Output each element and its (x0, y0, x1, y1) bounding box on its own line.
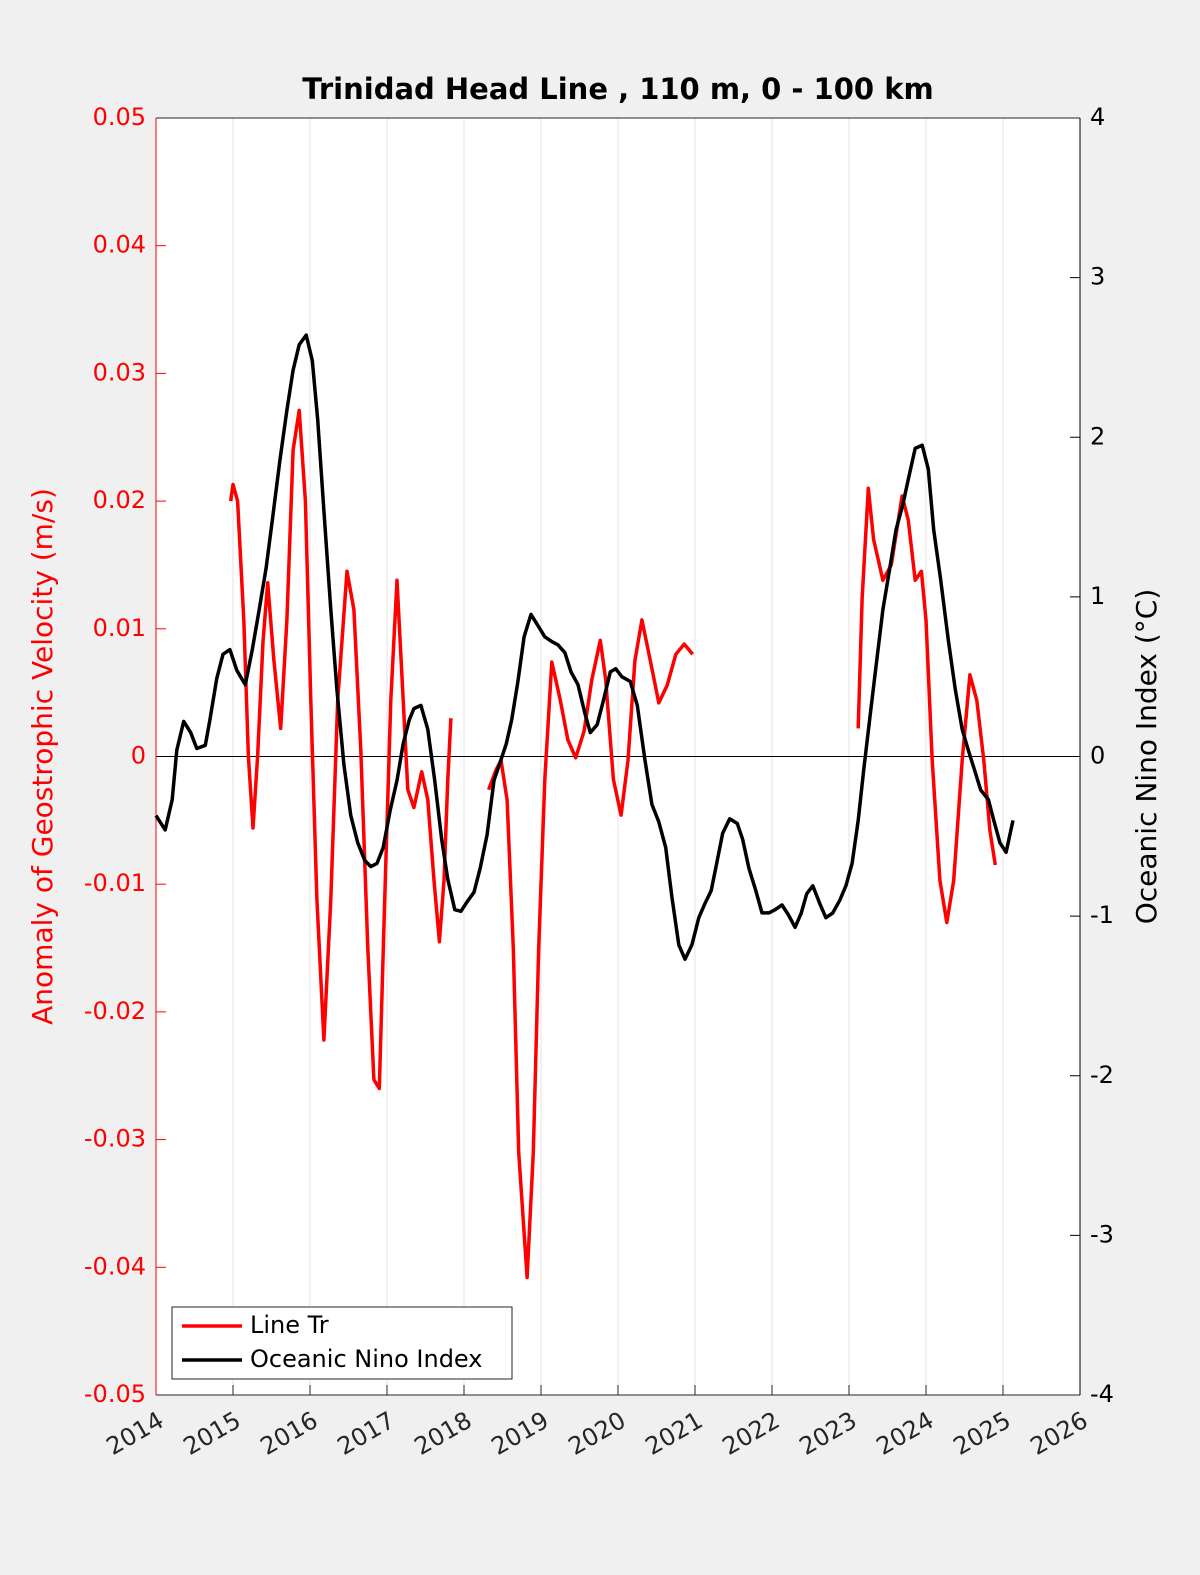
x-tick-label: 2018 (410, 1406, 477, 1461)
y2-tick-label: 4 (1090, 103, 1105, 131)
legend-label: Oceanic Nino Index (250, 1345, 482, 1373)
x-tick-label: 2020 (564, 1406, 631, 1461)
x-tick-label: 2022 (718, 1406, 785, 1461)
x-tick-label: 2026 (1026, 1406, 1093, 1461)
y2-tick-label: -3 (1090, 1220, 1114, 1248)
y-tick-label: -0.05 (84, 1380, 146, 1408)
chart-title: Trinidad Head Line , 110 m, 0 - 100 km (302, 72, 933, 106)
y2-tick-label: -4 (1090, 1380, 1114, 1408)
y2-tick-label: -2 (1090, 1061, 1114, 1089)
x-tick-label: 2016 (256, 1406, 323, 1461)
y-tick-label: 0.01 (93, 614, 146, 642)
x-tick-label: 2023 (795, 1406, 862, 1461)
y2-tick-label: -1 (1090, 901, 1114, 929)
y2-tick-label: 3 (1090, 263, 1105, 291)
y-tick-label: 0.05 (93, 103, 146, 131)
x-tick-label: 2017 (333, 1406, 400, 1461)
y-tick-label: -0.04 (84, 1252, 146, 1280)
y-tick-label: -0.03 (84, 1125, 146, 1153)
x-tick-label: 2024 (872, 1406, 939, 1461)
series-line (154, 333, 1015, 961)
x-tick-label: 2025 (949, 1406, 1016, 1461)
x-tick-label: 2014 (102, 1406, 169, 1461)
y-tick-label: 0.04 (93, 231, 146, 259)
x-tick-label: 2019 (487, 1406, 554, 1461)
y2-tick-label: 2 (1090, 422, 1105, 450)
y-tick-label: -0.01 (84, 869, 146, 897)
y-tick-label: 0 (131, 742, 146, 770)
x-tick-label: 2021 (641, 1406, 708, 1461)
y-tick-label: 0.02 (93, 486, 146, 514)
y-tick-label: -0.02 (84, 997, 146, 1025)
y-axis-label: Anomaly of Geostrophic Velocity (m/s) (26, 488, 59, 1025)
y-tick-label: 0.03 (93, 358, 146, 386)
y2-axis-label: Oceanic Nino Index (°C) (1130, 589, 1163, 925)
legend-label: Line Tr (250, 1311, 329, 1339)
y2-tick-label: 1 (1090, 582, 1105, 610)
y2-tick-label: 0 (1090, 742, 1105, 770)
x-tick-label: 2015 (179, 1406, 246, 1461)
legend-box (171, 1306, 513, 1380)
